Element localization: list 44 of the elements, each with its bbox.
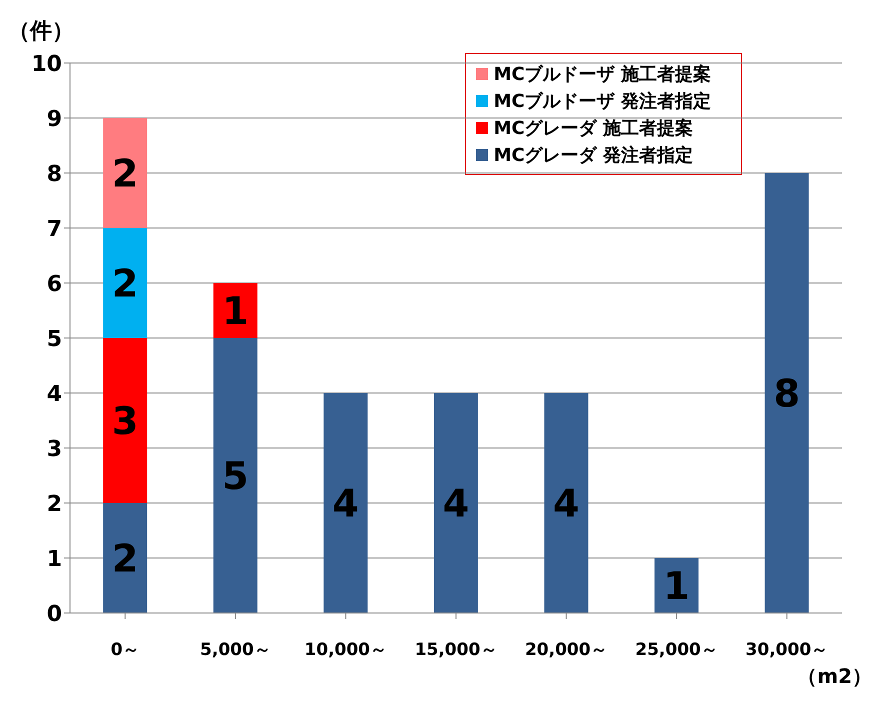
y-tick-label: 4 [46,382,62,407]
y-tick-label: 8 [46,162,62,187]
bar [324,393,368,613]
y-tick-label: 7 [46,216,62,242]
y-tick-label: 0 [46,602,62,627]
data-label: 2 [112,536,138,580]
bar [544,393,588,613]
data-label: 5 [222,454,249,498]
y-tick-label: 3 [46,436,62,462]
y-tick-label: 9 [46,106,62,132]
data-label: 2 [112,151,138,196]
legend-label: MCブルドーザ 施工者提案 [494,62,711,86]
y-tick-label: 10 [31,52,62,77]
x-tick-label: 30,000～ [746,640,828,660]
data-label: 4 [442,481,470,526]
data-label: 4 [332,481,359,526]
data-label: 8 [774,371,800,416]
data-label: 1 [222,288,249,333]
x-tick-label: 15,000～ [414,640,498,660]
bar [103,338,148,503]
data-label: 2 [112,261,138,306]
x-tick-label: 25,000～ [635,640,718,660]
y-tick-label: 5 [46,326,62,352]
y-tick-label: 1 [46,546,62,572]
y-axis-title: （件） [8,18,74,46]
bar [103,118,148,228]
x-tick-label: 10,000～ [304,640,388,660]
x-tick-label: 0～ [110,640,140,660]
x-axis-title: （m2） [797,663,872,690]
y-tick-label: 6 [46,272,62,297]
legend-label: MCブルドーザ 発注者指定 [494,90,711,112]
y-tick-label: 2 [46,492,62,517]
x-tick-label: 5,000～ [200,640,271,660]
legend-label: MCグレーダ 発注者指定 [494,144,693,166]
bar [103,228,148,338]
data-label: 1 [663,564,690,608]
bar [764,173,809,613]
bar [213,338,258,613]
bar [434,393,478,613]
data-label: 3 [112,398,138,443]
data-label: 4 [553,481,580,526]
legend-label: MCグレーダ 施工者提案 [494,116,693,140]
x-tick-label: 20,000～ [524,640,608,660]
bar [103,503,148,613]
